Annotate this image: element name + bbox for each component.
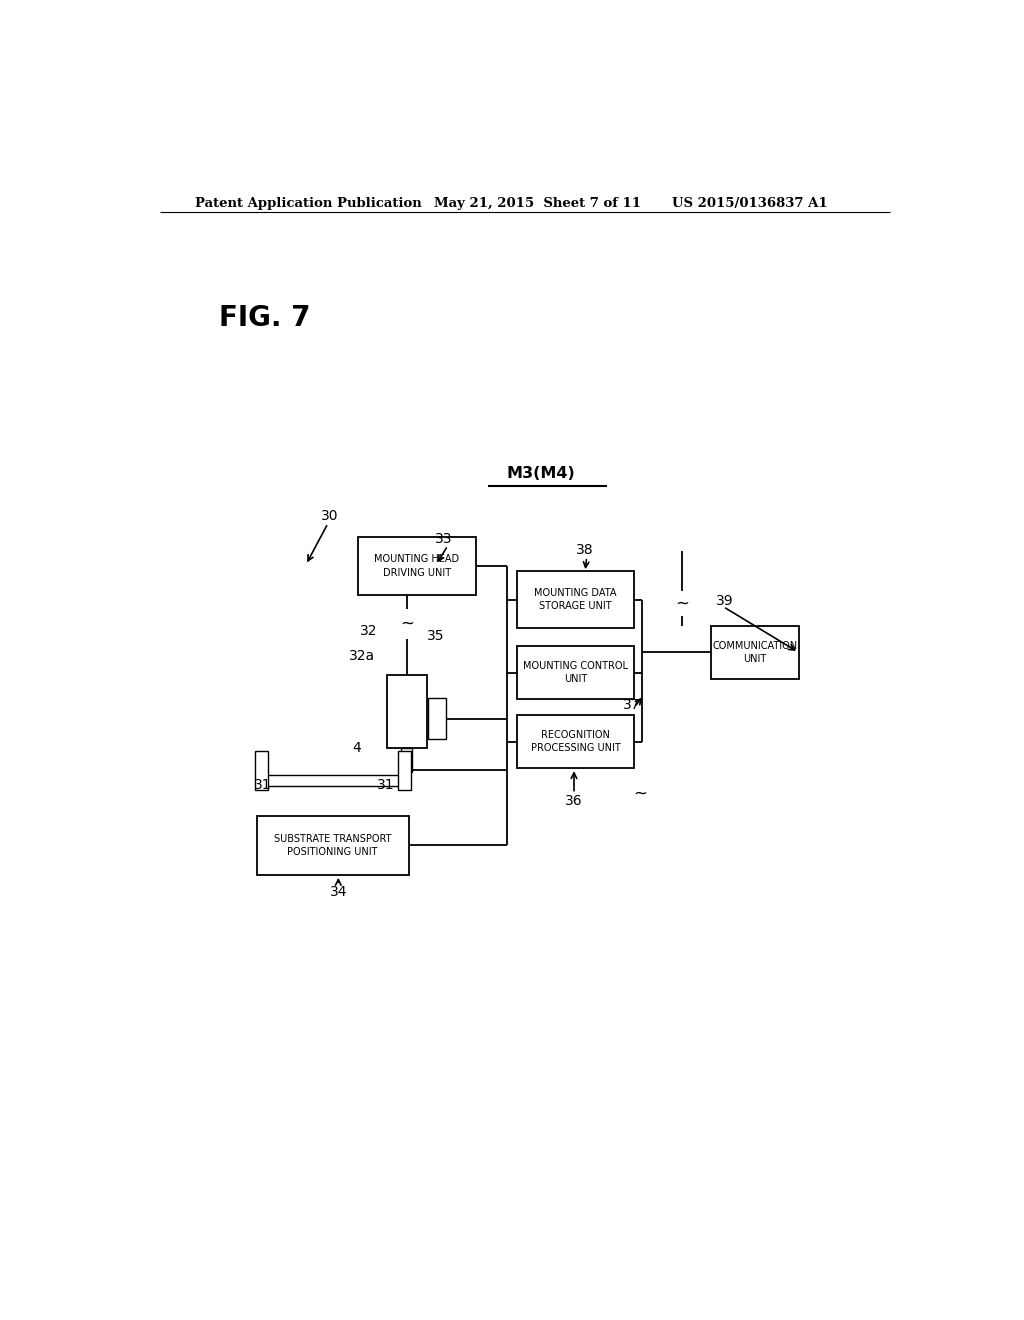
Text: 34: 34 bbox=[330, 886, 347, 899]
Text: 31: 31 bbox=[377, 777, 394, 792]
Text: 33: 33 bbox=[435, 532, 453, 545]
Bar bbox=[428, 698, 445, 739]
Bar bbox=[517, 647, 634, 700]
Text: 31: 31 bbox=[254, 777, 271, 792]
Text: SUBSTRATE TRANSPORT
POSITIONING UNIT: SUBSTRATE TRANSPORT POSITIONING UNIT bbox=[274, 834, 391, 857]
Text: FIG. 7: FIG. 7 bbox=[219, 304, 310, 331]
Text: Patent Application Publication: Patent Application Publication bbox=[196, 197, 422, 210]
Text: COMMUNICATION
UNIT: COMMUNICATION UNIT bbox=[713, 640, 798, 664]
Text: 30: 30 bbox=[321, 510, 338, 523]
Text: MOUNTING HEAD
DRIVING UNIT: MOUNTING HEAD DRIVING UNIT bbox=[375, 554, 460, 578]
Text: 38: 38 bbox=[577, 543, 594, 557]
Text: 37: 37 bbox=[624, 698, 641, 713]
Bar bbox=[257, 816, 409, 875]
Bar bbox=[358, 536, 475, 595]
Text: US 2015/0136837 A1: US 2015/0136837 A1 bbox=[672, 197, 827, 210]
Text: 4: 4 bbox=[352, 741, 360, 755]
Text: MOUNTING CONTROL
UNIT: MOUNTING CONTROL UNIT bbox=[523, 661, 628, 684]
Bar bbox=[397, 751, 411, 789]
Bar bbox=[712, 626, 799, 678]
Text: ~: ~ bbox=[634, 784, 647, 803]
Text: 35: 35 bbox=[427, 630, 444, 643]
Text: 36: 36 bbox=[565, 793, 583, 808]
Bar bbox=[517, 572, 634, 628]
Text: RECOGNITION
PROCESSING UNIT: RECOGNITION PROCESSING UNIT bbox=[530, 730, 621, 754]
Text: ~: ~ bbox=[400, 615, 415, 632]
Bar bbox=[387, 675, 427, 748]
Bar bbox=[255, 751, 267, 789]
Bar bbox=[517, 715, 634, 768]
Text: May 21, 2015  Sheet 7 of 11: May 21, 2015 Sheet 7 of 11 bbox=[433, 197, 641, 210]
Text: ~: ~ bbox=[675, 594, 689, 612]
Text: M3(M4): M3(M4) bbox=[506, 466, 575, 480]
Bar bbox=[401, 748, 413, 772]
Text: MOUNTING DATA
STORAGE UNIT: MOUNTING DATA STORAGE UNIT bbox=[535, 587, 616, 611]
Text: 32a: 32a bbox=[349, 649, 375, 664]
Text: 39: 39 bbox=[716, 594, 733, 607]
Text: 32: 32 bbox=[359, 624, 377, 638]
